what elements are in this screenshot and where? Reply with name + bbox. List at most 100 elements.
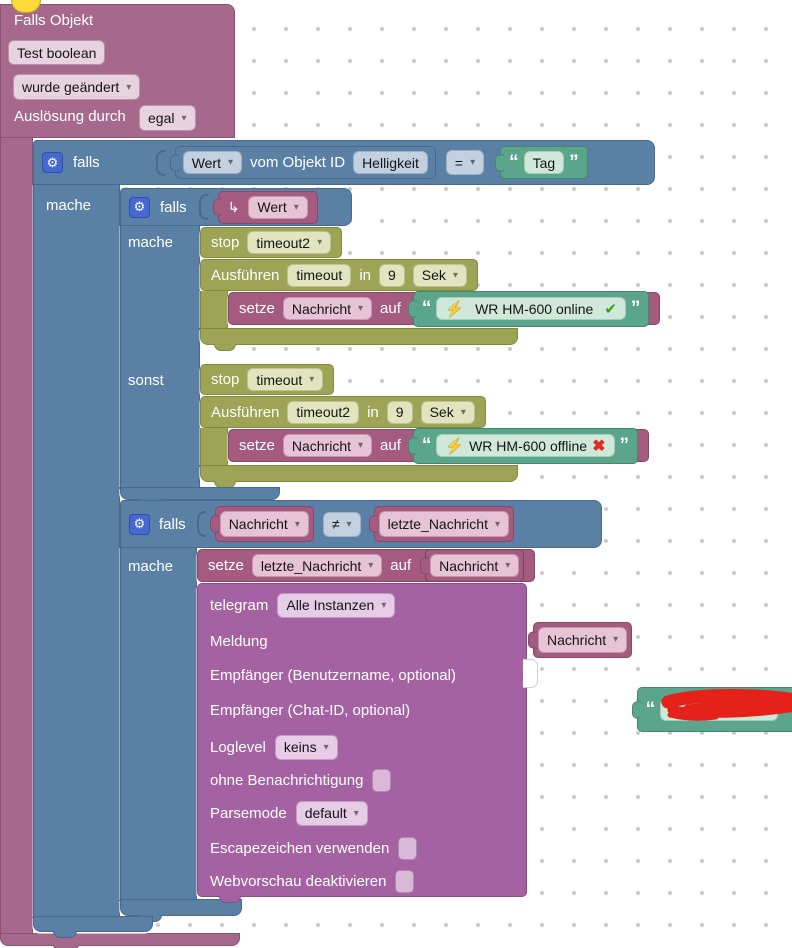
parsemode-dropdown[interactable]: default [295,800,368,826]
trigger-change-dropdown[interactable]: wurde geändert [13,74,141,100]
meldung-label: Meldung [210,632,268,650]
mutator-gear-icon[interactable]: ⚙ [129,196,150,218]
run-block-footer[interactable] [200,328,518,345]
stop-timeout-block[interactable]: stop timeout2 [200,227,343,258]
if2-header[interactable]: ⚙ falls ↳ Wert [120,188,352,226]
empty-input-socket[interactable] [523,659,538,688]
empfaenger-user-label: Empfänger (Benutzername, optional) [210,666,456,684]
if3-spine[interactable] [120,548,197,900]
telegram-escape-row: Escapezeichen verwenden [210,835,418,861]
telegram-block[interactable]: telegram Alle Instanzen Meldung Empfänge… [197,583,527,897]
telegram-parsemode-row: Parsemode default [210,800,368,826]
trigger-next-notch [53,945,79,948]
trigger-block-spine[interactable] [0,138,33,934]
if1-operator-dropdown[interactable]: = [445,150,485,175]
if3-header[interactable]: ⚙ falls Nachricht ≠ letzte_Nachricht [120,500,602,548]
getter-attr-dropdown[interactable]: Wert [182,151,243,174]
auf-label: auf [390,557,412,574]
escape-checkbox[interactable] [398,836,418,860]
variable-dropdown[interactable]: Nachricht [219,511,309,537]
mutator-gear-icon[interactable]: ⚙ [42,152,63,173]
if1-spine[interactable] [33,185,120,917]
string-block-online[interactable]: “ ⚡ WR HM-600 online ✔ ” [412,290,650,327]
stop-timer-dropdown[interactable]: timeout2 [247,231,332,254]
offline-message-text: WR HM-600 offline [469,437,588,454]
trigger-value-block[interactable]: ↳ Wert [217,190,318,224]
variable-dropdown[interactable]: Nachricht [430,554,520,577]
run-delay-field[interactable]: 9 [386,400,413,424]
if2-spine[interactable] [120,226,200,487]
run-timer-field[interactable]: timeout2 [287,400,360,424]
cross-icon: ✖ [592,437,606,455]
set-message-block[interactable]: setze Nachricht auf “ ⚡ WR HM-600 offlin… [228,427,649,464]
stop-timeout-block[interactable]: stop timeout [200,364,335,395]
run-block-spine[interactable] [200,428,228,465]
stop-label: stop [211,371,240,388]
set-var-dropdown[interactable]: Nachricht [282,434,373,457]
lightning-icon: ⚡ [445,437,465,455]
trigger-block-header[interactable] [0,4,235,138]
if3-falls-label: falls [159,515,186,533]
trigger-by-dropdown[interactable]: egal [139,105,196,131]
mutator-gear-icon[interactable]: ⚙ [129,513,150,535]
string-tag-field[interactable]: Tag [523,151,565,174]
variable-dropdown[interactable]: letzte_Nachricht [378,511,509,537]
if3-operator-dropdown[interactable]: ≠ [322,511,361,537]
string-block-tag[interactable]: “ Tag ” [500,146,588,179]
stop-timer-dropdown[interactable]: timeout [247,368,324,391]
run-block-spine[interactable] [200,291,228,328]
getter-object-id-field[interactable]: Helligkeit [353,151,428,174]
variable-block-letzte-nachricht[interactable]: letzte_Nachricht [373,506,514,542]
string-block-chatid-redacted[interactable]: “ [636,687,792,732]
trigger-object-field[interactable]: Test boolean [8,40,106,65]
run-label: Ausführen [211,403,280,421]
run-block-next-notch [214,344,236,351]
run-delayed-block[interactable]: Ausführen timeout2 in 9 Sek [200,396,486,428]
online-message-text: WR HM-600 online [475,300,594,317]
run-unit-dropdown[interactable]: Sek [420,400,475,424]
silent-checkbox[interactable] [372,768,392,792]
if3-condition-socket [196,511,206,537]
string-offline-field[interactable]: ⚡ WR HM-600 offline ✖ [436,434,615,457]
preview-checkbox[interactable] [395,869,415,893]
getter-text: vom Objekt ID [250,154,346,171]
auf-label: auf [380,300,401,317]
run-timer-field[interactable]: timeout [287,263,352,287]
telegram-instance-row: telegram Alle Instanzen [210,592,396,618]
if1-mache-label: mache [46,197,92,214]
object-getter-block[interactable]: Wert vom Objekt ID Helligkeit [174,146,436,179]
setze-label: setze [239,300,275,317]
string-block-offline[interactable]: “ ⚡ WR HM-600 offline ✖ ” [412,427,638,464]
trigger-value-dropdown[interactable]: Wert [248,195,308,219]
set-var-dropdown[interactable]: Nachricht [282,297,373,320]
run-block-footer[interactable] [200,465,518,482]
loglevel-dropdown[interactable]: keins [274,734,338,760]
telegram-loglevel-row: Loglevel keins [210,734,338,760]
telegram-chatid-row: Empfänger (Chat-ID, optional) [210,697,410,723]
if3-mache-label: mache [128,558,174,575]
setze-label: setze [208,557,244,574]
run-unit-dropdown[interactable]: Sek [412,263,467,287]
telegram-name-label: telegram [210,596,269,614]
if1-footer[interactable] [33,916,153,932]
set-var-dropdown[interactable]: letzte_Nachricht [251,554,383,577]
run-delay-field[interactable]: 9 [379,263,405,287]
set-last-message-block[interactable]: setze letzte_Nachricht auf Nachricht [197,549,536,582]
variable-dropdown[interactable]: Nachricht [538,626,628,653]
variable-block-nachricht[interactable]: Nachricht [214,506,314,542]
run-delayed-block[interactable]: Ausführen timeout in 9 Sek [200,259,478,291]
trigger-by-label: Auslösung durch [14,108,126,125]
if2-footer[interactable] [120,487,280,500]
if1-header[interactable]: ⚙ falls Wert vom Objekt ID Helligkeit = … [33,140,655,185]
variable-block-nachricht[interactable]: Nachricht [533,621,633,658]
telegram-instance-dropdown[interactable]: Alle Instanzen [277,592,396,618]
telegram-preview-row: Webvorschau deaktivieren [210,868,415,894]
silent-label: ohne Benachrichtigung [210,771,364,789]
telegram-silent-row: ohne Benachrichtigung [210,767,392,793]
variable-block-nachricht[interactable]: Nachricht [425,549,525,582]
set-message-block[interactable]: setze Nachricht auf “ ⚡ WR HM-600 online… [228,290,661,327]
trigger-block-footer[interactable] [0,933,240,946]
if3-footer[interactable] [120,899,242,916]
string-online-field[interactable]: ⚡ WR HM-600 online ✔ [436,297,626,320]
